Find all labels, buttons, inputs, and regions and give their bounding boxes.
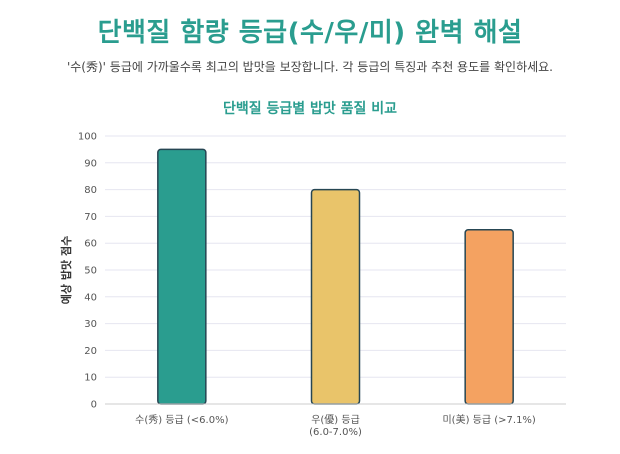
x-tick-label: (6.0-7.0%) (309, 427, 362, 438)
bars (157, 148, 514, 405)
y-tick-label: 80 (84, 185, 97, 196)
bar-su-grade[interactable] (157, 148, 207, 405)
y-tick-labels: 0 10 20 30 40 50 60 70 80 90 100 (78, 132, 97, 411)
page-title: 단백질 함량 등급(수/우/미) 완벽 해설 (97, 18, 523, 48)
y-tick-label: 30 (84, 319, 97, 330)
page-subtitle: '수(秀)' 등급에 가까울수록 최고의 밥맛을 보장합니다. 각 등급의 특징… (66, 60, 554, 74)
y-tick-label: 50 (84, 266, 97, 277)
y-tick-label: 70 (84, 212, 97, 223)
chart-title: 단백질 등급별 밥맛 품질 비교 (223, 100, 397, 117)
x-tick-label: 수(秀) 등급 (<6.0%) (135, 414, 228, 426)
x-tick-labels: 수(秀) 등급 (<6.0%) 우(優) 등급(6.0-7.0%) 미(美) 등급 … (135, 413, 536, 438)
y-tick-label: 20 (84, 346, 97, 357)
y-tick-label: 40 (84, 292, 97, 303)
y-axis-label: 예상 밥맛 점수 (59, 236, 73, 304)
y-tick-label: 100 (78, 132, 97, 143)
y-tick-label: 0 (91, 400, 97, 411)
bar-u-grade[interactable] (310, 188, 361, 405)
y-tick-label: 10 (84, 373, 97, 384)
y-tick-label: 60 (84, 239, 97, 250)
y-tick-label: 90 (84, 158, 97, 169)
x-tick-label: 미(美) 등급 (>7.1%) (442, 413, 535, 426)
bar-mi-grade[interactable] (464, 229, 514, 405)
x-tick-label: 우(優) 등급 (311, 413, 360, 426)
